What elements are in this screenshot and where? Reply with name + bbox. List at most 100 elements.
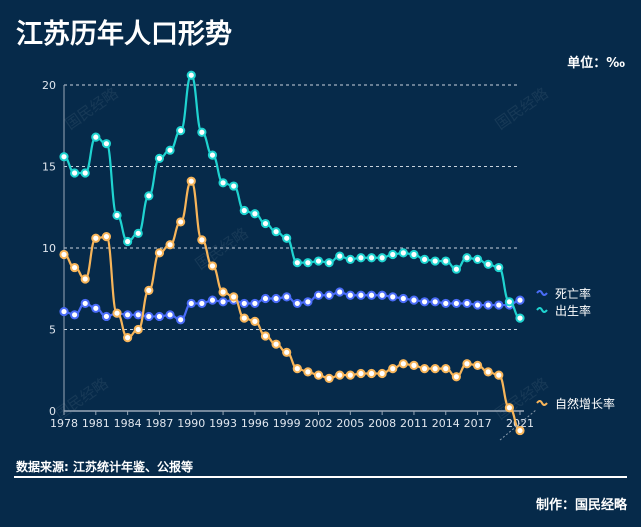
series-line-0: [63, 290, 521, 321]
watermark: 国民经略: [492, 84, 551, 133]
data-point: [430, 297, 440, 307]
data-point: [377, 368, 387, 379]
data-point: [377, 253, 387, 263]
data-point: [239, 298, 249, 309]
data-point: [229, 181, 239, 191]
y-tick-label: 15: [42, 161, 56, 174]
data-point: [186, 70, 196, 80]
data-point: [345, 290, 355, 300]
data-point: [366, 368, 377, 379]
data-point: [409, 295, 419, 305]
data-point: [324, 258, 334, 268]
data-point: [133, 310, 143, 320]
footer-divider: [14, 476, 627, 478]
data-point: [207, 261, 218, 271]
legend-icon: [536, 400, 548, 406]
unit-label: 单位：‰: [567, 56, 625, 71]
data-point: [366, 253, 377, 263]
data-point: [229, 292, 239, 302]
x-tick-label: 2017: [464, 417, 492, 430]
data-point: [144, 311, 154, 322]
series-line-1: [63, 74, 521, 320]
data-point: [324, 290, 334, 300]
data-point: [197, 235, 207, 245]
data-point: [101, 139, 112, 149]
data-point: [303, 367, 313, 377]
data-point: [462, 253, 472, 263]
watermark: 国民经略: [52, 374, 111, 423]
data-point: [282, 292, 292, 302]
data-point: [356, 290, 366, 300]
data-point: [292, 258, 302, 268]
data-point: [260, 331, 271, 341]
x-tick-label: 1996: [241, 417, 269, 430]
legend-label: 出生率: [555, 303, 591, 318]
legend-icon: [536, 290, 548, 296]
y-tick-label: 0: [49, 405, 56, 418]
data-point: [313, 370, 324, 380]
data-point: [70, 310, 80, 320]
data-point: [462, 359, 472, 369]
data-point: [250, 316, 260, 326]
data-point: [101, 231, 112, 242]
data-point: [271, 293, 281, 304]
x-tick-label: 1993: [209, 417, 237, 430]
data-point: [218, 297, 228, 307]
data-point: [165, 310, 175, 320]
data-point: [398, 248, 408, 258]
data-point: [176, 315, 186, 325]
series-line-2: [63, 180, 521, 432]
x-tick-label: 1984: [114, 417, 142, 430]
data-point: [356, 368, 366, 379]
data-point: [186, 176, 196, 186]
data-point: [165, 145, 175, 155]
data-point: [472, 360, 483, 370]
watermark: 国民经略: [62, 84, 121, 133]
data-point: [271, 227, 281, 237]
data-source: 数据来源: 江苏统计年鉴、公报等: [16, 460, 193, 474]
data-point: [419, 297, 430, 307]
data-point: [483, 367, 493, 377]
data-point: [101, 311, 112, 322]
data-point: [144, 191, 154, 201]
data-point: [59, 249, 69, 260]
data-point: [112, 210, 122, 220]
data-point: [282, 233, 292, 243]
data-point: [144, 285, 154, 295]
data-point: [197, 298, 207, 309]
data-point: [430, 256, 440, 266]
data-point: [176, 126, 186, 136]
y-tick-label: 10: [42, 242, 56, 255]
data-point: [133, 228, 143, 238]
data-point: [154, 311, 165, 322]
data-point: [472, 300, 483, 310]
y-tick-label: 20: [42, 79, 56, 92]
data-point: [335, 251, 345, 261]
watermark: 国民经略: [192, 224, 251, 273]
data-point: [356, 253, 366, 263]
data-point: [483, 300, 493, 310]
data-point: [504, 297, 514, 307]
data-point: [313, 290, 324, 300]
x-tick-label: 1987: [145, 417, 173, 430]
data-point: [398, 359, 408, 369]
data-point: [419, 364, 430, 374]
data-point: [123, 333, 133, 343]
data-point: [324, 373, 334, 383]
data-point: [515, 425, 525, 436]
data-point: [504, 403, 514, 413]
data-point: [441, 364, 451, 374]
data-point: [91, 132, 101, 142]
data-point: [250, 298, 260, 309]
data-point: [239, 205, 249, 216]
data-point: [494, 300, 504, 310]
y-tick-label: 5: [49, 324, 56, 337]
data-point: [80, 168, 90, 178]
data-point: [366, 290, 377, 300]
data-point: [218, 178, 228, 188]
data-point: [133, 324, 143, 335]
data-point: [388, 249, 398, 260]
data-point: [462, 298, 472, 309]
data-point: [239, 313, 249, 323]
